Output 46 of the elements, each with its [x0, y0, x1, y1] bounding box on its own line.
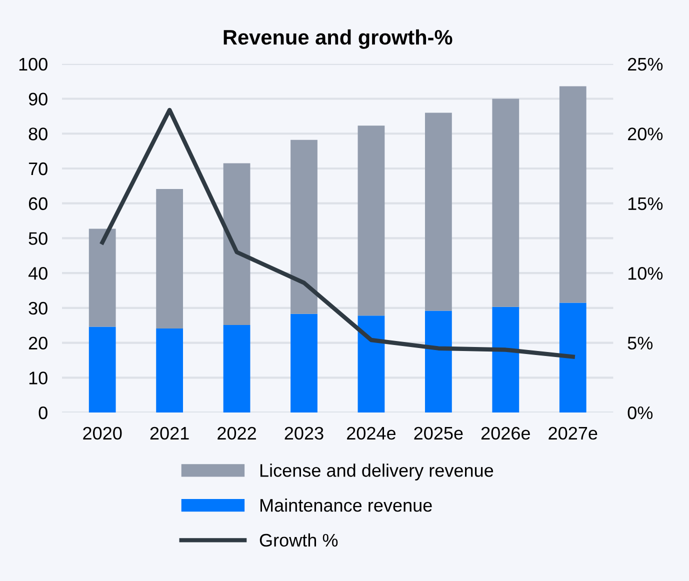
y2-tick-label: 25%	[628, 58, 663, 71]
y-tick-label: 60	[28, 197, 48, 210]
bar	[358, 126, 385, 316]
y2-tick-label: 5%	[628, 336, 653, 350]
legend-label: Maintenance revenue	[260, 498, 432, 512]
bar	[223, 163, 250, 326]
legend-label: License and delivery revenue	[260, 464, 494, 480]
y2-tick-label: 0%	[628, 406, 653, 420]
y-tick-label: 30	[28, 302, 48, 315]
legend-label: Growth %	[260, 533, 338, 547]
y-tick-label: 100	[19, 58, 48, 71]
x-tick-label: 2023	[284, 426, 324, 440]
bar	[156, 328, 184, 413]
bar	[424, 310, 452, 413]
x-tick-label: 2020	[83, 426, 122, 440]
bar	[88, 326, 116, 413]
y-tick-label: 20	[28, 336, 48, 350]
x-tick-label: 2025e	[414, 426, 463, 440]
y-tick-label: 50	[28, 232, 48, 245]
y-tick-label: 80	[28, 128, 48, 140]
bar	[156, 189, 184, 328]
bar	[492, 306, 520, 413]
y-tick-label: 40	[28, 267, 48, 280]
bar	[559, 302, 586, 413]
x-tick-label: 2022	[218, 426, 256, 440]
bar	[223, 325, 250, 413]
bar	[88, 228, 116, 327]
bar	[290, 314, 318, 413]
y2-tick-label: 20%	[628, 128, 663, 140]
bar	[424, 112, 452, 311]
y-tick-label: 70	[28, 162, 48, 176]
x-tick-label: 2021	[150, 426, 189, 440]
x-tick-label: 2024e	[347, 426, 396, 440]
y2-tick-label: 15%	[628, 197, 663, 210]
bar	[492, 98, 520, 307]
y-tick-label: 0	[38, 406, 48, 420]
x-tick-label: 2027e	[548, 426, 598, 440]
bar	[290, 140, 318, 314]
y2-tick-label: 10%	[628, 267, 663, 280]
x-tick-label: 2026e	[481, 426, 530, 440]
bar	[559, 86, 586, 303]
line-series	[100, 108, 575, 359]
y-tick-label: 10	[29, 372, 48, 384]
chart-title: Revenue and growth-%	[224, 29, 452, 49]
bar	[358, 316, 385, 413]
y-tick-label: 90	[28, 92, 48, 106]
